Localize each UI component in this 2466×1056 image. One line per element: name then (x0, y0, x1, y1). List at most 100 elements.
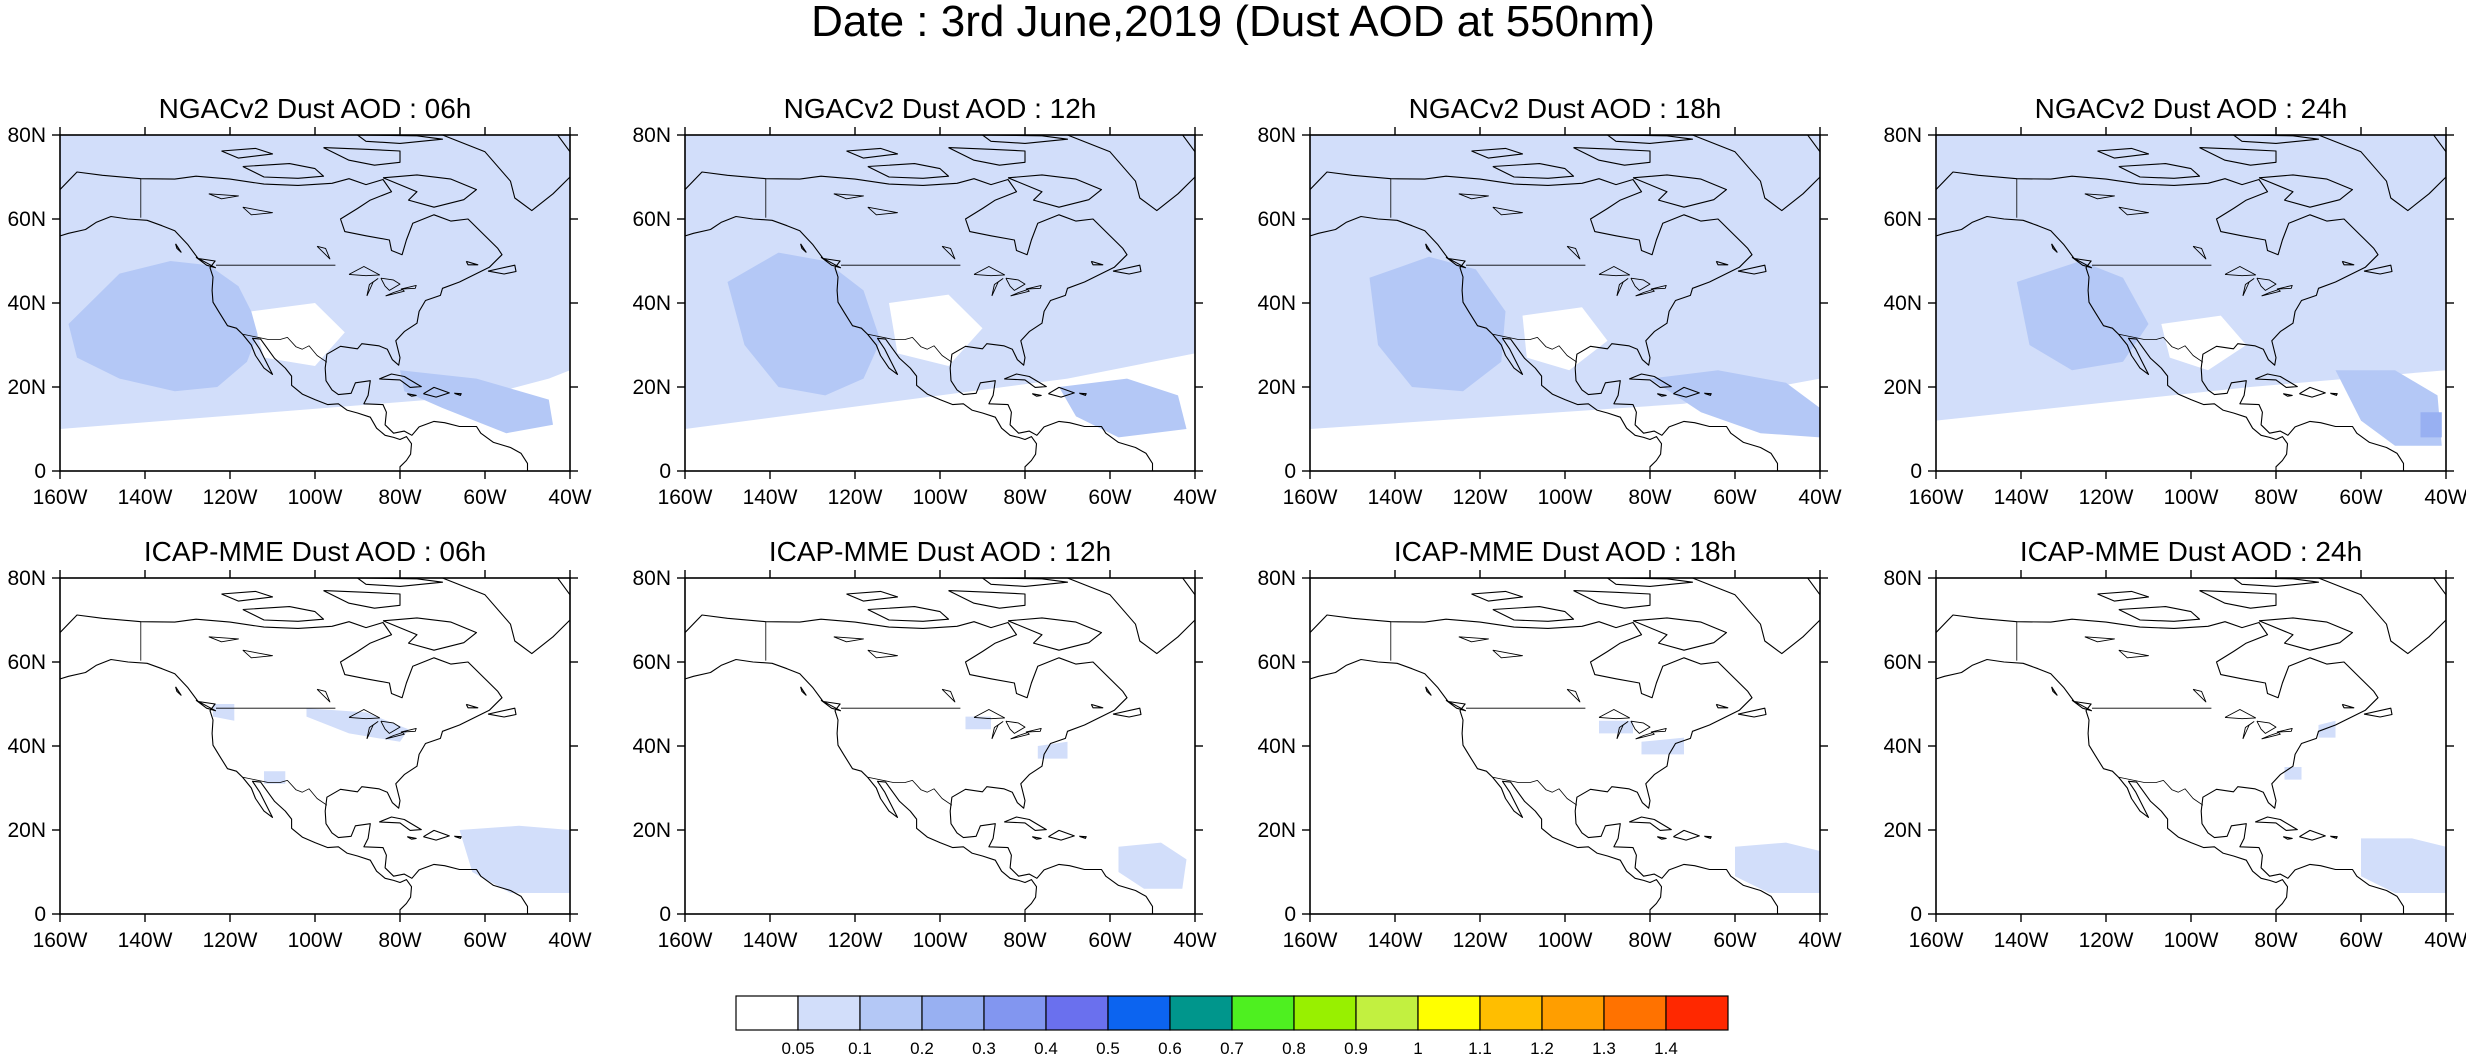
island-outline (2299, 386, 2326, 398)
x-tick-label: 80W (378, 929, 421, 952)
colorbar-swatch (1479, 995, 1543, 1031)
lake-outline (2242, 278, 2255, 297)
lake-outline (380, 277, 401, 291)
dust-aod-field (2361, 838, 2446, 893)
island-outline (175, 686, 182, 696)
national-border (867, 333, 953, 363)
dust-aod-field (1650, 370, 1820, 438)
lake-outline (2118, 206, 2149, 216)
lake-outline (1010, 732, 1030, 740)
y-tick-label: 0 (1910, 460, 1922, 483)
y-tick-label: 0 (34, 460, 46, 483)
national-border (1492, 333, 1578, 363)
x-tick-label: 60W (1713, 929, 1756, 952)
island-outline (1656, 836, 1667, 840)
island-outline (1031, 393, 1042, 397)
colorbar-swatch (1231, 995, 1295, 1031)
x-tick-label: 140W (118, 929, 173, 952)
x-tick-label: 40W (2424, 486, 2466, 509)
x-tick-label: 80W (1003, 929, 1046, 952)
national-border (242, 333, 328, 363)
colorbar-swatch (1045, 995, 1109, 1031)
map-panel: 160W 140W 120W 100W 80W 60W 40W 0 20N 40N 60N 80N IC… (1250, 443, 1875, 952)
lake-outline (2276, 727, 2293, 733)
lake-outline (867, 206, 898, 216)
y-tick-label: 20N (632, 376, 671, 399)
island-outline (487, 264, 517, 275)
map-plot-area (1936, 578, 2446, 914)
lake-outline (2084, 636, 2115, 643)
map-plot-area (1936, 135, 2446, 471)
colorbar-swatch (1417, 995, 1481, 1031)
island-outline (2318, 578, 2446, 655)
lake-outline (941, 245, 956, 260)
island-outline (465, 703, 479, 709)
island-outline (2330, 835, 2338, 839)
x-tick-label: 40W (548, 486, 591, 509)
island-outline (2363, 264, 2393, 275)
dust-aod-field (459, 825, 570, 893)
island-outline (867, 163, 950, 179)
lake-outline (380, 720, 401, 734)
y-tick-label: 40N (1257, 292, 1296, 315)
y-tick-label: 40N (632, 292, 671, 315)
map-svg: 160W 140W 120W 100W 80W 60W 40W 0 20N 40N 60N 80N IC… (1257, 536, 1841, 952)
y-tick-label: 80N (632, 567, 671, 590)
island-outline (2341, 260, 2355, 266)
island-outline (1445, 256, 1467, 269)
colorbar-level-label: 0.3 (972, 1039, 996, 1056)
map-svg: 160W 140W 120W 100W 80W 60W 40W 0 20N 40N 60N 80N NG… (7, 93, 591, 509)
island-outline (846, 590, 899, 602)
y-tick-label: 80N (1257, 124, 1296, 147)
y-tick-label: 0 (659, 460, 671, 483)
colorbar-swatch (1169, 995, 1233, 1031)
national-border (867, 776, 953, 806)
lake-outline (973, 266, 1006, 277)
island-outline (1007, 617, 1103, 651)
x-tick-label: 100W (1538, 929, 1593, 952)
lake-outline (385, 289, 405, 297)
lake-outline (1598, 266, 1631, 277)
island-outline (1067, 135, 1195, 212)
island-outline (2282, 836, 2293, 840)
island-outline (406, 836, 417, 840)
lake-outline (2192, 688, 2207, 703)
x-tick-label: 140W (1368, 929, 1423, 952)
island-outline (948, 147, 1026, 166)
map-panel: 160W 140W 120W 100W 80W 60W 40W 0 20N 40N 60N 80N IC… (1876, 443, 2466, 952)
island-outline (465, 260, 479, 266)
island-outline (1079, 835, 1087, 839)
island-outline (1704, 835, 1712, 839)
island-outline (487, 707, 517, 718)
island-outline (1079, 392, 1087, 396)
y-tick-label: 0 (1910, 903, 1922, 926)
panel-title: ICAP-MME Dust AOD : 12h (769, 536, 1111, 567)
lake-outline (833, 193, 864, 200)
y-tick-label: 80N (1883, 567, 1922, 590)
coastlines (60, 578, 570, 914)
x-tick-label: 80W (2254, 929, 2297, 952)
map-plot-area (685, 578, 1195, 914)
map-svg: 160W 140W 120W 100W 80W 60W 40W 0 20N 40N 60N 80N IC… (1883, 536, 2466, 952)
lake-outline (1492, 649, 1523, 659)
colorbar-level-label: 0.5 (1096, 1039, 1120, 1056)
national-border (2118, 333, 2204, 363)
dust-aod-field (2016, 261, 2149, 371)
island-outline (1692, 135, 1820, 212)
island-outline (221, 147, 274, 159)
panel-title: NGACv2 Dust AOD : 06h (159, 93, 472, 124)
dust-aod-field (1059, 378, 1187, 438)
lake-outline (1630, 720, 1651, 734)
lake-outline (316, 688, 331, 703)
colorbar-level-label: 1 (1413, 1039, 1422, 1056)
north-america-coastline (685, 614, 1154, 914)
island-outline (2097, 590, 2150, 602)
y-tick-label: 40N (7, 292, 46, 315)
island-outline (1471, 147, 1524, 159)
x-tick-label: 100W (1538, 486, 1593, 509)
island-outline (1067, 578, 1195, 655)
island-outline (1673, 386, 1700, 398)
colorbar-level-label: 1.3 (1592, 1039, 1616, 1056)
dust-aod-field (1369, 256, 1506, 392)
lake-outline (400, 727, 417, 733)
